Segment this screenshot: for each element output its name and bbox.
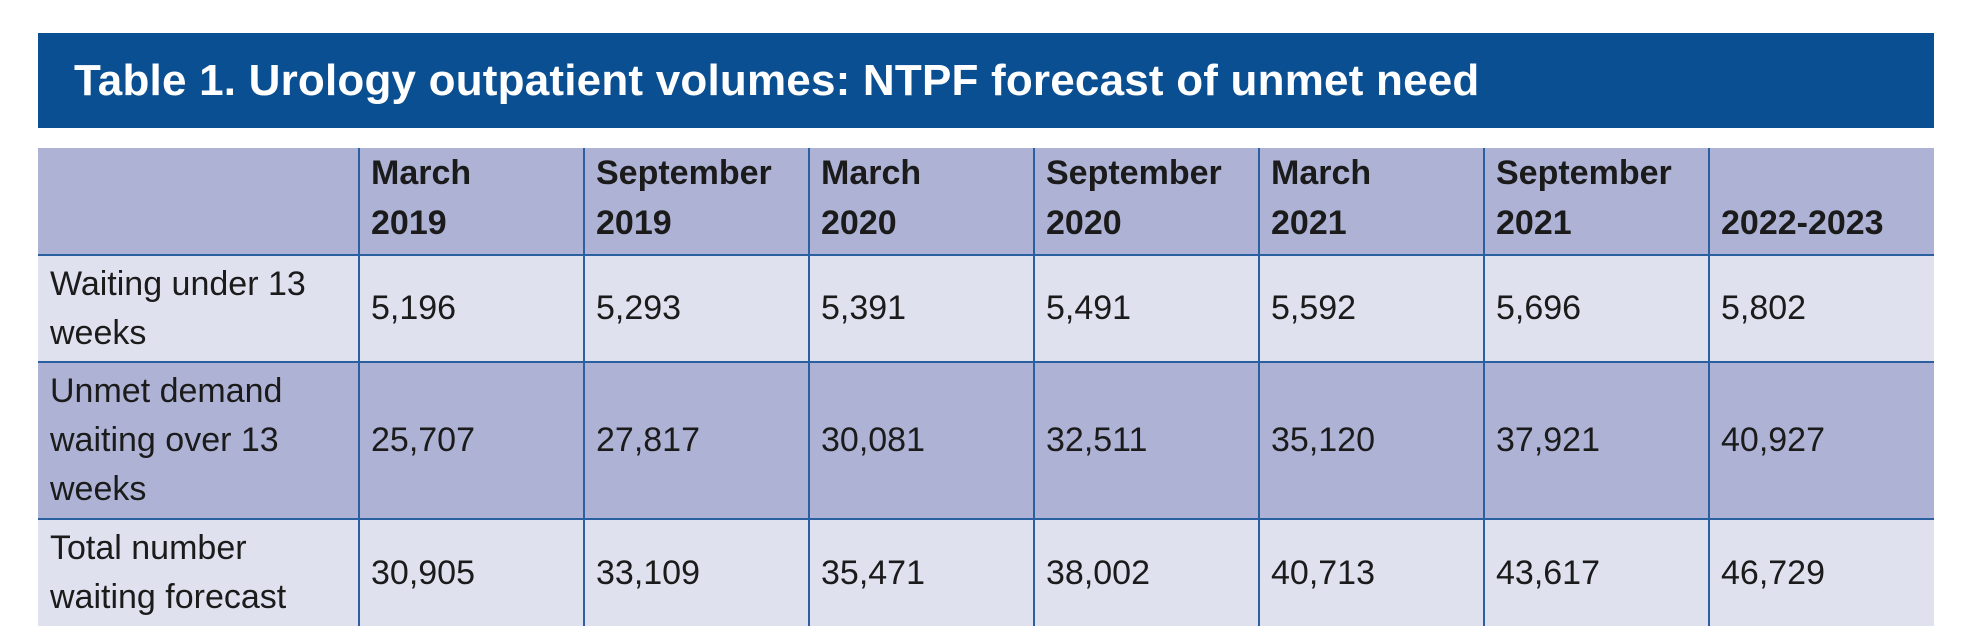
table-cell: 5,391	[808, 254, 1034, 362]
table-cell: 5,696	[1483, 254, 1709, 362]
table-cell: 35,120	[1258, 361, 1484, 519]
table-title: Table 1. Urology outpatient volumes: NTP…	[74, 55, 1480, 105]
row-label: Waiting under 13 weeks	[38, 254, 359, 362]
table-cell: 35,471	[808, 518, 1034, 626]
table-cell: 5,293	[583, 254, 809, 362]
table-cell: 30,081	[808, 361, 1034, 519]
column-header: March 2021	[1258, 148, 1484, 255]
table-cell: 40,713	[1258, 518, 1484, 626]
column-header: 2022-2023	[1708, 148, 1934, 255]
table-cell: 27,817	[583, 361, 809, 519]
table-cell: 5,592	[1258, 254, 1484, 362]
column-header: September 2020	[1033, 148, 1259, 255]
table-cell: 5,491	[1033, 254, 1259, 362]
table-cell: 5,196	[358, 254, 584, 362]
row-label: Total number waiting forecast	[38, 518, 359, 626]
table-cell: 46,729	[1708, 518, 1934, 626]
table-header-row: March 2019 September 2019 March 2020 Septem…	[38, 148, 1934, 255]
table-row: Unmet demand waiting over 13 weeks 25,707 …	[38, 361, 1934, 519]
header-corner-cell	[38, 148, 359, 255]
table-cell: 5,802	[1708, 254, 1934, 362]
column-header: September 2019	[583, 148, 809, 255]
table-row: Total number waiting forecast 30,905 33,1…	[38, 518, 1934, 626]
row-label: Unmet demand waiting over 13 weeks	[38, 361, 359, 519]
column-header: March 2019	[358, 148, 584, 255]
table-cell: 30,905	[358, 518, 584, 626]
forecast-table: March 2019 September 2019 March 2020 Septem…	[38, 148, 1934, 626]
table-cell: 40,927	[1708, 361, 1934, 519]
table-title-bar: Table 1. Urology outpatient volumes: NTP…	[38, 33, 1934, 128]
column-header: March 2020	[808, 148, 1034, 255]
table-cell: 25,707	[358, 361, 584, 519]
table-cell: 37,921	[1483, 361, 1709, 519]
table-cell: 43,617	[1483, 518, 1709, 626]
column-header: September 2021	[1483, 148, 1709, 255]
table-cell: 33,109	[583, 518, 809, 626]
table-cell: 38,002	[1033, 518, 1259, 626]
table-row: Waiting under 13 weeks 5,196 5,293 5,391 …	[38, 254, 1934, 362]
table-cell: 32,511	[1033, 361, 1259, 519]
